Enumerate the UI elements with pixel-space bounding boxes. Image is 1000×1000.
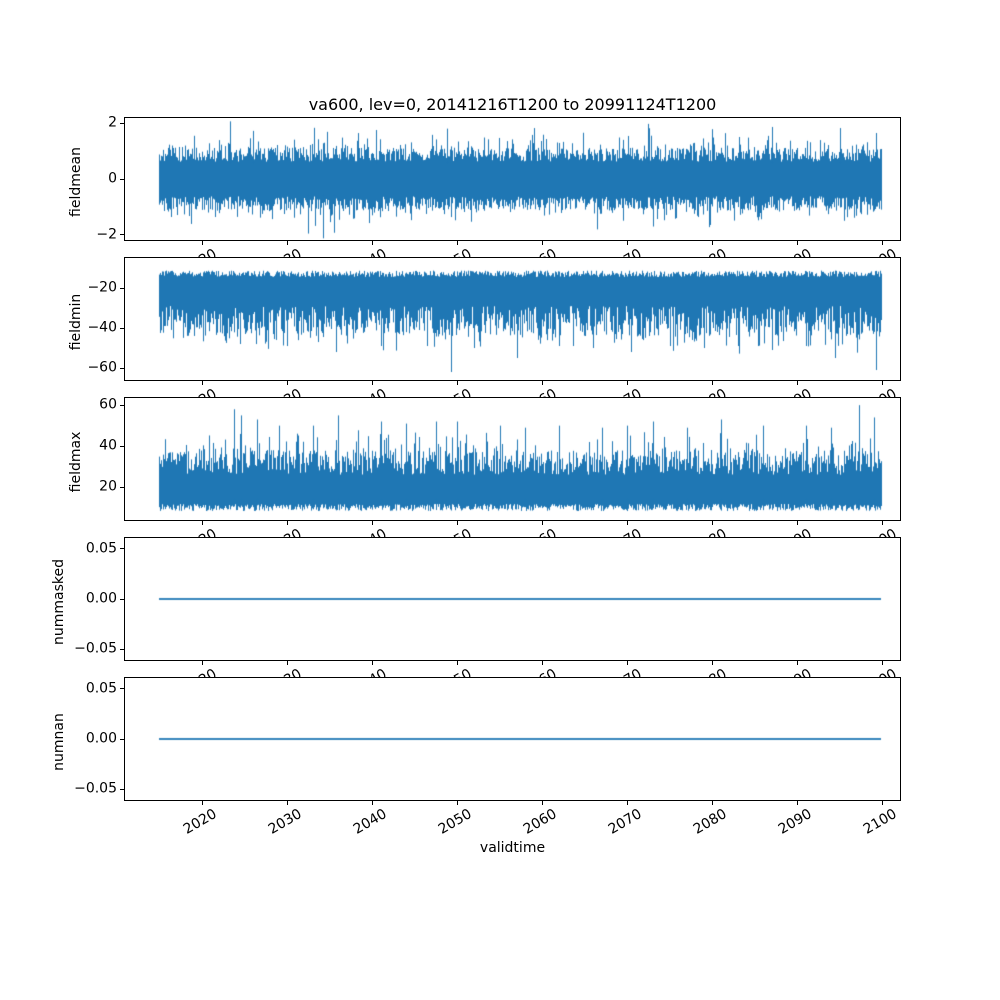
nummasked-line-series [125,538,900,660]
y-tick-mark [120,367,124,369]
x-tick-mark [542,241,543,245]
subplot-fieldmin [124,257,901,381]
x-tick-mark [882,241,883,245]
x-tick-mark [882,381,883,385]
xlabel-validtime: validtime [479,840,546,856]
y-tick-mark [120,178,124,180]
x-tick-mark [287,661,288,665]
x-tick-mark [287,521,288,525]
x-tick-mark [542,801,543,805]
x-tick-mark [457,381,458,385]
x-tick-mark [627,241,628,245]
y-tick-mark [120,648,124,650]
y-tick-mark [120,486,124,488]
x-tick-mark [627,801,628,805]
y-tick-mark [120,548,124,550]
fieldmin-line-series [125,258,900,380]
x-tick-mark [882,521,883,525]
x-tick-mark [882,661,883,665]
figure-title: va600, lev=0, 20141216T1200 to 20991124T… [308,95,717,114]
x-tick-mark [287,801,288,805]
y-tick-mark [120,404,124,406]
subplot-numnan [124,677,901,801]
x-tick-mark [712,801,713,805]
x-tick-mark [627,381,628,385]
subplot-fieldmean [124,117,901,241]
y-tick-mark [120,598,124,600]
x-tick-mark [542,521,543,525]
x-tick-mark [627,521,628,525]
x-tick-mark [457,801,458,805]
y-tick-mark [120,122,124,124]
x-tick-mark [797,521,798,525]
x-tick-mark [372,521,373,525]
x-tick-mark [542,381,543,385]
x-tick-mark [372,241,373,245]
x-tick-mark [457,661,458,665]
x-tick-mark [797,241,798,245]
x-tick-mark [202,801,203,805]
subplot-nummasked [124,537,901,661]
x-tick-mark [712,381,713,385]
x-tick-mark [202,241,203,245]
y-tick-mark [120,738,124,740]
x-tick-mark [797,661,798,665]
x-tick-mark [372,381,373,385]
x-tick-mark [797,801,798,805]
x-tick-mark [457,241,458,245]
fieldmean-line-series [125,118,900,240]
x-tick-mark [627,661,628,665]
x-tick-mark [202,661,203,665]
fieldmax-line-series [125,398,900,520]
x-tick-mark [712,521,713,525]
x-tick-mark [542,661,543,665]
x-tick-mark [287,381,288,385]
x-tick-mark [287,241,288,245]
numnan-line-series [125,678,900,800]
y-tick-mark [120,234,124,236]
x-tick-mark [372,801,373,805]
y-tick-mark [120,788,124,790]
x-tick-mark [202,381,203,385]
x-tick-mark [372,661,373,665]
y-tick-mark [120,445,124,447]
subplot-fieldmax [124,397,901,521]
x-tick-mark [882,801,883,805]
x-tick-mark [202,521,203,525]
x-tick-mark [797,381,798,385]
y-tick-mark [120,688,124,690]
x-tick-mark [457,521,458,525]
x-tick-mark [712,661,713,665]
y-tick-mark [120,327,124,329]
y-tick-mark [120,287,124,289]
x-tick-mark [712,241,713,245]
